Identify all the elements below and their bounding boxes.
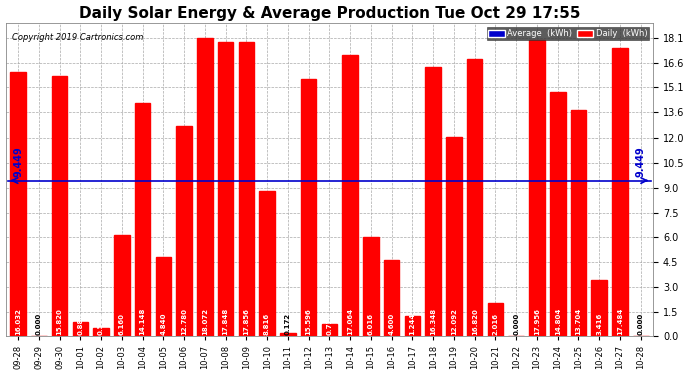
Bar xyxy=(239,42,254,336)
Text: 15.820: 15.820 xyxy=(57,308,63,334)
Text: 0.720: 0.720 xyxy=(326,312,333,334)
Text: 8.816: 8.816 xyxy=(264,312,270,334)
Bar xyxy=(52,75,68,336)
Bar xyxy=(426,67,441,336)
Text: 16.348: 16.348 xyxy=(430,308,436,334)
Text: 0.000: 0.000 xyxy=(36,313,42,336)
Text: 17.484: 17.484 xyxy=(617,307,623,334)
Bar xyxy=(571,110,586,336)
Bar xyxy=(301,79,317,336)
Text: 17.064: 17.064 xyxy=(347,308,353,334)
Bar xyxy=(322,324,337,336)
Bar xyxy=(550,92,566,336)
Text: 0.000: 0.000 xyxy=(513,313,519,336)
Text: 15.596: 15.596 xyxy=(306,308,312,334)
Bar xyxy=(10,72,26,336)
Text: 17.956: 17.956 xyxy=(534,308,540,334)
Bar xyxy=(591,280,607,336)
Text: 16.032: 16.032 xyxy=(15,308,21,334)
Bar xyxy=(259,191,275,336)
Bar xyxy=(488,303,503,336)
Text: 3.416: 3.416 xyxy=(596,312,602,334)
Bar xyxy=(467,59,482,336)
Text: 2.016: 2.016 xyxy=(493,313,498,334)
Bar xyxy=(342,55,358,336)
Bar xyxy=(404,316,420,336)
Text: 0.508: 0.508 xyxy=(98,312,104,334)
Bar xyxy=(384,261,400,336)
Bar xyxy=(93,328,109,336)
Text: 4.840: 4.840 xyxy=(160,312,166,334)
Text: 9.449: 9.449 xyxy=(13,147,23,177)
Bar xyxy=(197,38,213,336)
Legend: Average  (kWh), Daily  (kWh): Average (kWh), Daily (kWh) xyxy=(486,27,649,40)
Text: 17.848: 17.848 xyxy=(223,308,228,334)
Text: 1.244: 1.244 xyxy=(409,312,415,334)
Text: 17.856: 17.856 xyxy=(244,308,249,334)
Text: 18.072: 18.072 xyxy=(202,308,208,334)
Bar xyxy=(529,40,545,336)
Text: 12.780: 12.780 xyxy=(181,308,187,334)
Text: 13.704: 13.704 xyxy=(575,308,582,334)
Text: 0.172: 0.172 xyxy=(285,314,291,336)
Text: 6.016: 6.016 xyxy=(368,313,374,334)
Text: Copyright 2019 Cartronics.com: Copyright 2019 Cartronics.com xyxy=(12,33,144,42)
Bar xyxy=(135,103,150,336)
Text: 14.148: 14.148 xyxy=(139,307,146,334)
Text: 9.449: 9.449 xyxy=(635,147,646,177)
Bar xyxy=(446,137,462,336)
Bar xyxy=(155,256,171,336)
Bar xyxy=(114,235,130,336)
Bar xyxy=(612,48,628,336)
Text: 12.092: 12.092 xyxy=(451,308,457,334)
Bar xyxy=(72,322,88,336)
Text: 14.804: 14.804 xyxy=(555,307,561,334)
Bar xyxy=(363,237,379,336)
Text: 6.160: 6.160 xyxy=(119,313,125,334)
Text: 0.000: 0.000 xyxy=(638,313,644,336)
Title: Daily Solar Energy & Average Production Tue Oct 29 17:55: Daily Solar Energy & Average Production … xyxy=(79,6,580,21)
Text: 4.600: 4.600 xyxy=(388,312,395,334)
Bar xyxy=(176,126,192,336)
Text: 0.880: 0.880 xyxy=(77,312,83,334)
Bar xyxy=(280,333,295,336)
Text: 16.820: 16.820 xyxy=(472,308,477,334)
Bar xyxy=(218,42,233,336)
